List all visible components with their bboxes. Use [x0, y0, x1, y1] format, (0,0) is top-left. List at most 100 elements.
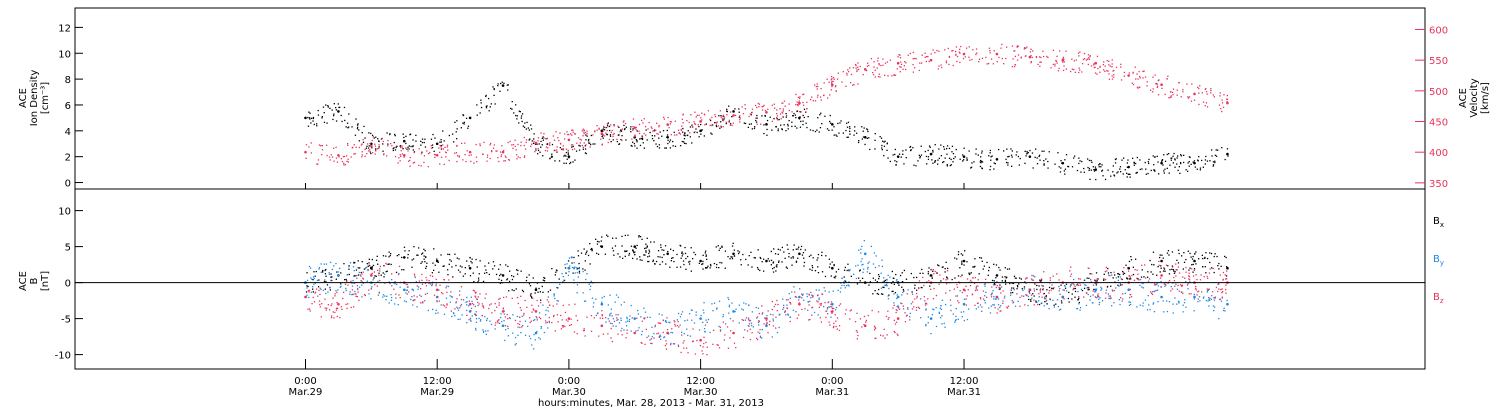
velocity-point — [853, 84, 855, 86]
density-point — [339, 106, 341, 108]
density-point — [934, 161, 936, 163]
by-point — [378, 291, 380, 293]
by-point — [938, 311, 940, 313]
density-point — [1114, 158, 1117, 161]
bx-point — [1201, 254, 1203, 256]
density-point — [606, 134, 608, 136]
by-point — [703, 312, 705, 314]
bz-point — [865, 321, 867, 323]
by-point — [999, 288, 1001, 291]
bz-point — [336, 301, 338, 304]
density-point — [879, 136, 881, 138]
velocity-point — [812, 100, 814, 102]
bx-point — [464, 273, 466, 275]
density-point — [980, 159, 982, 162]
bx-point — [536, 282, 539, 284]
velocity-point — [945, 60, 947, 62]
velocity-point — [728, 119, 730, 121]
by-point — [670, 331, 672, 334]
density-point — [874, 139, 876, 141]
bz-point — [568, 304, 570, 306]
density-point — [1043, 150, 1045, 152]
velocity-point — [574, 133, 576, 135]
bx-point — [737, 252, 740, 255]
density-point — [1147, 161, 1149, 163]
by-point — [669, 322, 671, 324]
bx-point — [1052, 288, 1054, 290]
bz-point — [414, 275, 416, 277]
bz-point — [819, 303, 821, 305]
bz-point — [1002, 290, 1004, 292]
density-point — [1166, 153, 1168, 156]
by-point — [789, 297, 791, 299]
bz-point — [789, 302, 791, 304]
bx-point — [432, 262, 434, 264]
velocity-point — [400, 146, 402, 149]
density-point — [861, 138, 863, 140]
density-point — [1192, 161, 1194, 163]
bottom-left-axis-title: ACE B [nT] — [18, 271, 51, 291]
by-point — [351, 293, 353, 296]
bz-point — [706, 354, 708, 356]
bx-point — [529, 294, 532, 296]
velocity-point — [596, 125, 598, 127]
density-point-anchor — [501, 84, 505, 87]
density-point — [569, 162, 571, 165]
bz-point — [610, 337, 612, 339]
bz-point — [742, 336, 745, 339]
by-point — [1107, 293, 1109, 295]
velocity-point — [564, 133, 566, 135]
bz-point — [1214, 296, 1216, 298]
by-point — [452, 312, 455, 314]
bx-point — [648, 255, 651, 257]
by-point — [1080, 307, 1082, 309]
bz-point — [1111, 289, 1113, 291]
bx-point — [398, 254, 400, 256]
bx-point — [876, 281, 878, 283]
by-point — [348, 266, 350, 268]
bx-point — [330, 279, 332, 282]
bx-point — [478, 279, 480, 281]
by-point — [486, 319, 488, 321]
bx-point — [648, 251, 651, 253]
by-point — [601, 297, 603, 299]
bz-point — [564, 325, 566, 328]
velocity-point — [689, 132, 691, 134]
velocity-point — [720, 125, 722, 127]
bx-point — [1107, 272, 1110, 274]
density-point — [354, 134, 357, 136]
density-point — [317, 114, 320, 116]
bz-point — [958, 281, 960, 283]
density-point — [734, 108, 736, 110]
velocity-point — [558, 139, 560, 142]
velocity-point-anchor — [765, 111, 768, 114]
by-point — [505, 329, 507, 331]
velocity-point — [938, 65, 940, 67]
density-point — [636, 141, 638, 143]
bx-point — [1001, 276, 1004, 278]
density-point — [989, 169, 991, 171]
bz-point — [590, 315, 593, 317]
bx-point — [878, 278, 880, 280]
bx-point — [329, 289, 331, 291]
by-point — [824, 290, 826, 292]
by-point — [615, 314, 617, 316]
bx-point — [627, 234, 629, 236]
by-point — [536, 317, 538, 319]
velocity-point — [788, 103, 790, 105]
density-point — [368, 132, 370, 134]
velocity-point-anchor — [534, 141, 538, 145]
by-point — [469, 317, 472, 319]
bz-point — [787, 313, 789, 315]
density-point — [643, 147, 645, 149]
bz-point — [911, 291, 913, 293]
by-point — [354, 290, 356, 293]
by-point — [1193, 298, 1195, 300]
bx-point — [420, 262, 422, 264]
bx-point — [577, 250, 579, 252]
by-point — [1193, 310, 1195, 312]
bx-point — [492, 268, 494, 270]
density-point — [909, 145, 912, 148]
density-point — [549, 158, 551, 160]
bz-point — [887, 310, 889, 312]
